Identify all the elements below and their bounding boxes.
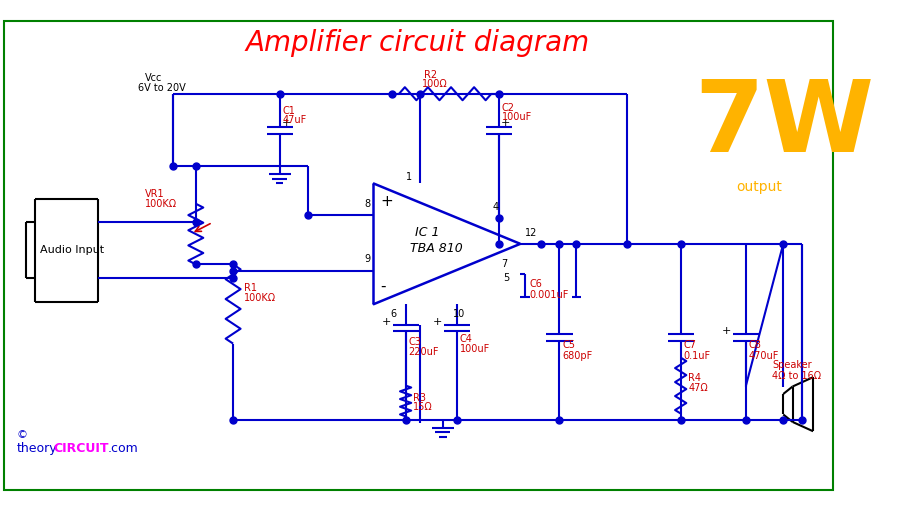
Text: C4: C4 bbox=[459, 334, 473, 344]
Text: 12: 12 bbox=[525, 228, 537, 238]
Text: 100KΩ: 100KΩ bbox=[244, 293, 276, 303]
Text: 100uF: 100uF bbox=[459, 344, 490, 354]
Text: +: + bbox=[722, 327, 731, 337]
Text: 100uF: 100uF bbox=[501, 112, 532, 122]
Text: C5: C5 bbox=[562, 340, 575, 351]
Text: C2: C2 bbox=[501, 103, 515, 113]
Text: ©: © bbox=[17, 430, 28, 440]
Text: output: output bbox=[736, 180, 782, 194]
Text: 5: 5 bbox=[503, 273, 509, 283]
Text: 8: 8 bbox=[364, 199, 370, 208]
Text: 680pF: 680pF bbox=[562, 351, 593, 361]
Text: Amplifier circuit diagram: Amplifier circuit diagram bbox=[246, 29, 590, 57]
Text: .com: .com bbox=[108, 442, 138, 455]
Text: C3: C3 bbox=[408, 337, 422, 347]
Text: +: + bbox=[282, 118, 291, 128]
Text: 7: 7 bbox=[501, 260, 508, 269]
Text: theory: theory bbox=[17, 442, 57, 455]
Text: 0.001uF: 0.001uF bbox=[529, 290, 569, 299]
Text: 47uF: 47uF bbox=[283, 115, 307, 125]
Text: C6: C6 bbox=[529, 280, 543, 289]
Text: 9: 9 bbox=[364, 254, 370, 264]
Text: TBA 810: TBA 810 bbox=[410, 242, 463, 255]
Text: -: - bbox=[380, 278, 386, 293]
Text: C1: C1 bbox=[283, 105, 295, 115]
Text: C7: C7 bbox=[684, 340, 696, 351]
Text: +: + bbox=[380, 194, 393, 210]
Text: 15Ω: 15Ω bbox=[414, 402, 433, 412]
Text: 4Ω to 16Ω: 4Ω to 16Ω bbox=[772, 371, 821, 381]
Text: Audio Input: Audio Input bbox=[40, 245, 104, 256]
Text: C8: C8 bbox=[749, 340, 762, 351]
Text: 470uF: 470uF bbox=[749, 351, 779, 361]
Text: R3: R3 bbox=[414, 392, 426, 403]
Text: 100KΩ: 100KΩ bbox=[144, 199, 177, 209]
Text: +: + bbox=[432, 317, 442, 327]
Text: R2: R2 bbox=[424, 70, 438, 80]
Text: 6: 6 bbox=[390, 309, 396, 319]
Text: 4: 4 bbox=[492, 201, 499, 212]
Text: R4: R4 bbox=[688, 373, 701, 383]
Text: Speaker: Speaker bbox=[772, 360, 812, 370]
Text: 6V to 20V: 6V to 20V bbox=[138, 83, 186, 93]
Text: R1: R1 bbox=[244, 283, 257, 293]
Text: 100Ω: 100Ω bbox=[422, 79, 448, 89]
Text: IC 1: IC 1 bbox=[415, 226, 440, 239]
Text: CIRCUIT: CIRCUIT bbox=[53, 442, 109, 455]
Text: Vcc: Vcc bbox=[144, 73, 161, 83]
Text: +: + bbox=[381, 317, 391, 327]
Text: 47Ω: 47Ω bbox=[688, 383, 708, 393]
Text: VR1: VR1 bbox=[144, 190, 164, 199]
Text: 0.1uF: 0.1uF bbox=[684, 351, 710, 361]
Text: +: + bbox=[501, 118, 510, 128]
Text: 220uF: 220uF bbox=[408, 347, 439, 357]
Text: 10: 10 bbox=[453, 309, 466, 319]
Text: 1: 1 bbox=[406, 172, 412, 182]
Text: 7W: 7W bbox=[694, 76, 875, 173]
